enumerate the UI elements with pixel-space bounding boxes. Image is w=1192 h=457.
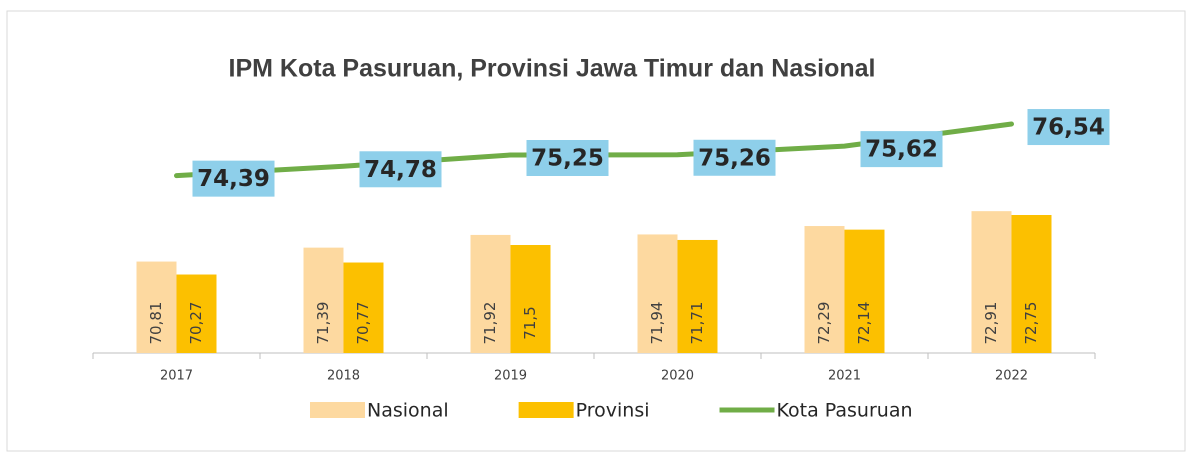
bar-value-label: 71,5 xyxy=(521,306,539,339)
bar-value-label: 71,71 xyxy=(688,302,706,345)
line-label-box xyxy=(192,160,275,197)
bar-value-label: 70,81 xyxy=(147,302,165,345)
bar xyxy=(844,229,885,353)
bar-value-label: 70,27 xyxy=(187,302,205,345)
x-tick-label: 2021 xyxy=(828,369,861,384)
x-tick-label: 2019 xyxy=(494,369,527,384)
line-label-box xyxy=(359,151,442,188)
legend-label: Provinsi xyxy=(576,400,650,422)
legend-label: Kota Pasuruan xyxy=(777,400,913,422)
x-tick-label: 2022 xyxy=(995,369,1028,384)
chart-title: IPM Kota Pasuruan, Provinsi Jawa Timur d… xyxy=(229,55,876,83)
line-label-box xyxy=(1027,109,1110,146)
bar-value-label: 71,39 xyxy=(314,302,332,345)
legend-swatch xyxy=(310,402,365,418)
line-label-box xyxy=(860,131,943,168)
bar-value-label: 72,14 xyxy=(855,302,873,345)
bar xyxy=(637,234,678,353)
line-value-label: 74,39 xyxy=(197,166,270,192)
bar-value-label: 70,77 xyxy=(354,302,372,345)
bar xyxy=(804,226,845,353)
x-tick-label: 2018 xyxy=(327,369,360,384)
line-value-label: 75,62 xyxy=(865,137,938,163)
line-value-label: 75,26 xyxy=(698,145,771,171)
line-label-box xyxy=(693,139,776,176)
legend-swatch xyxy=(518,402,574,418)
bar xyxy=(1011,215,1052,353)
bar-value-label: 72,91 xyxy=(982,302,1000,345)
bar-value-label: 71,92 xyxy=(481,302,499,345)
bar-value-label: 72,75 xyxy=(1022,302,1040,345)
legend-label: Nasional xyxy=(367,400,449,422)
x-tick-label: 2020 xyxy=(661,369,694,384)
bar xyxy=(971,211,1012,353)
line-value-label: 75,25 xyxy=(531,146,604,172)
bar xyxy=(510,245,551,353)
bar-value-label: 71,94 xyxy=(648,302,666,345)
bar xyxy=(303,247,344,353)
bar xyxy=(136,261,177,353)
bar xyxy=(343,262,384,353)
line-label-box xyxy=(526,140,609,176)
bar xyxy=(176,274,217,353)
bar-value-label: 72,29 xyxy=(815,302,833,345)
line-value-label: 74,78 xyxy=(364,157,437,183)
bar xyxy=(470,234,511,353)
x-tick-label: 2017 xyxy=(160,369,193,384)
line-value-label: 76,54 xyxy=(1032,115,1105,141)
bar xyxy=(677,239,718,353)
